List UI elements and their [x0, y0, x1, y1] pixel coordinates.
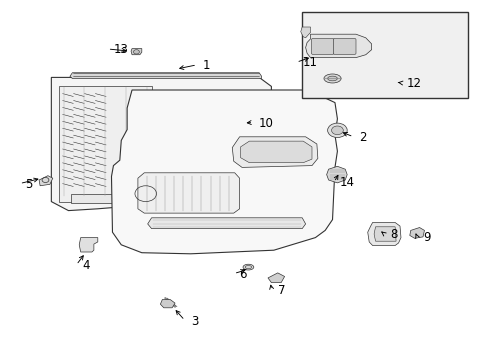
- Text: 8: 8: [389, 228, 397, 241]
- Text: 1: 1: [203, 59, 210, 72]
- Ellipse shape: [323, 74, 341, 83]
- Polygon shape: [70, 73, 261, 78]
- Polygon shape: [151, 155, 266, 166]
- Polygon shape: [138, 173, 239, 213]
- Circle shape: [327, 123, 346, 138]
- Text: 2: 2: [359, 131, 366, 144]
- Polygon shape: [149, 104, 266, 155]
- Text: 11: 11: [302, 57, 317, 69]
- Ellipse shape: [327, 76, 337, 81]
- Polygon shape: [305, 34, 371, 58]
- Polygon shape: [59, 86, 151, 202]
- Polygon shape: [267, 273, 284, 283]
- Polygon shape: [111, 90, 337, 254]
- Ellipse shape: [243, 264, 253, 270]
- Text: 5: 5: [25, 178, 33, 191]
- Circle shape: [331, 126, 343, 135]
- Circle shape: [133, 50, 139, 54]
- Text: 7: 7: [277, 284, 285, 297]
- Polygon shape: [147, 218, 305, 229]
- Text: 9: 9: [422, 231, 429, 244]
- Polygon shape: [232, 137, 317, 167]
- FancyBboxPatch shape: [333, 39, 355, 54]
- Text: 6: 6: [239, 268, 246, 281]
- Text: 3: 3: [190, 315, 198, 328]
- Polygon shape: [409, 228, 424, 238]
- Polygon shape: [367, 222, 400, 246]
- Polygon shape: [79, 238, 98, 252]
- Text: 4: 4: [82, 259, 89, 272]
- Text: 14: 14: [339, 176, 354, 189]
- Polygon shape: [373, 227, 395, 241]
- FancyBboxPatch shape: [311, 39, 333, 54]
- Text: 13: 13: [113, 43, 128, 56]
- Bar: [302, 12, 468, 98]
- Polygon shape: [39, 176, 53, 186]
- Polygon shape: [240, 141, 311, 163]
- Ellipse shape: [157, 101, 204, 144]
- Text: 10: 10: [259, 117, 273, 130]
- Polygon shape: [71, 194, 161, 203]
- Polygon shape: [300, 27, 310, 38]
- Polygon shape: [131, 49, 142, 55]
- Text: 12: 12: [406, 77, 421, 90]
- Polygon shape: [160, 300, 175, 308]
- Ellipse shape: [211, 110, 253, 149]
- Polygon shape: [51, 77, 271, 211]
- Polygon shape: [326, 166, 346, 183]
